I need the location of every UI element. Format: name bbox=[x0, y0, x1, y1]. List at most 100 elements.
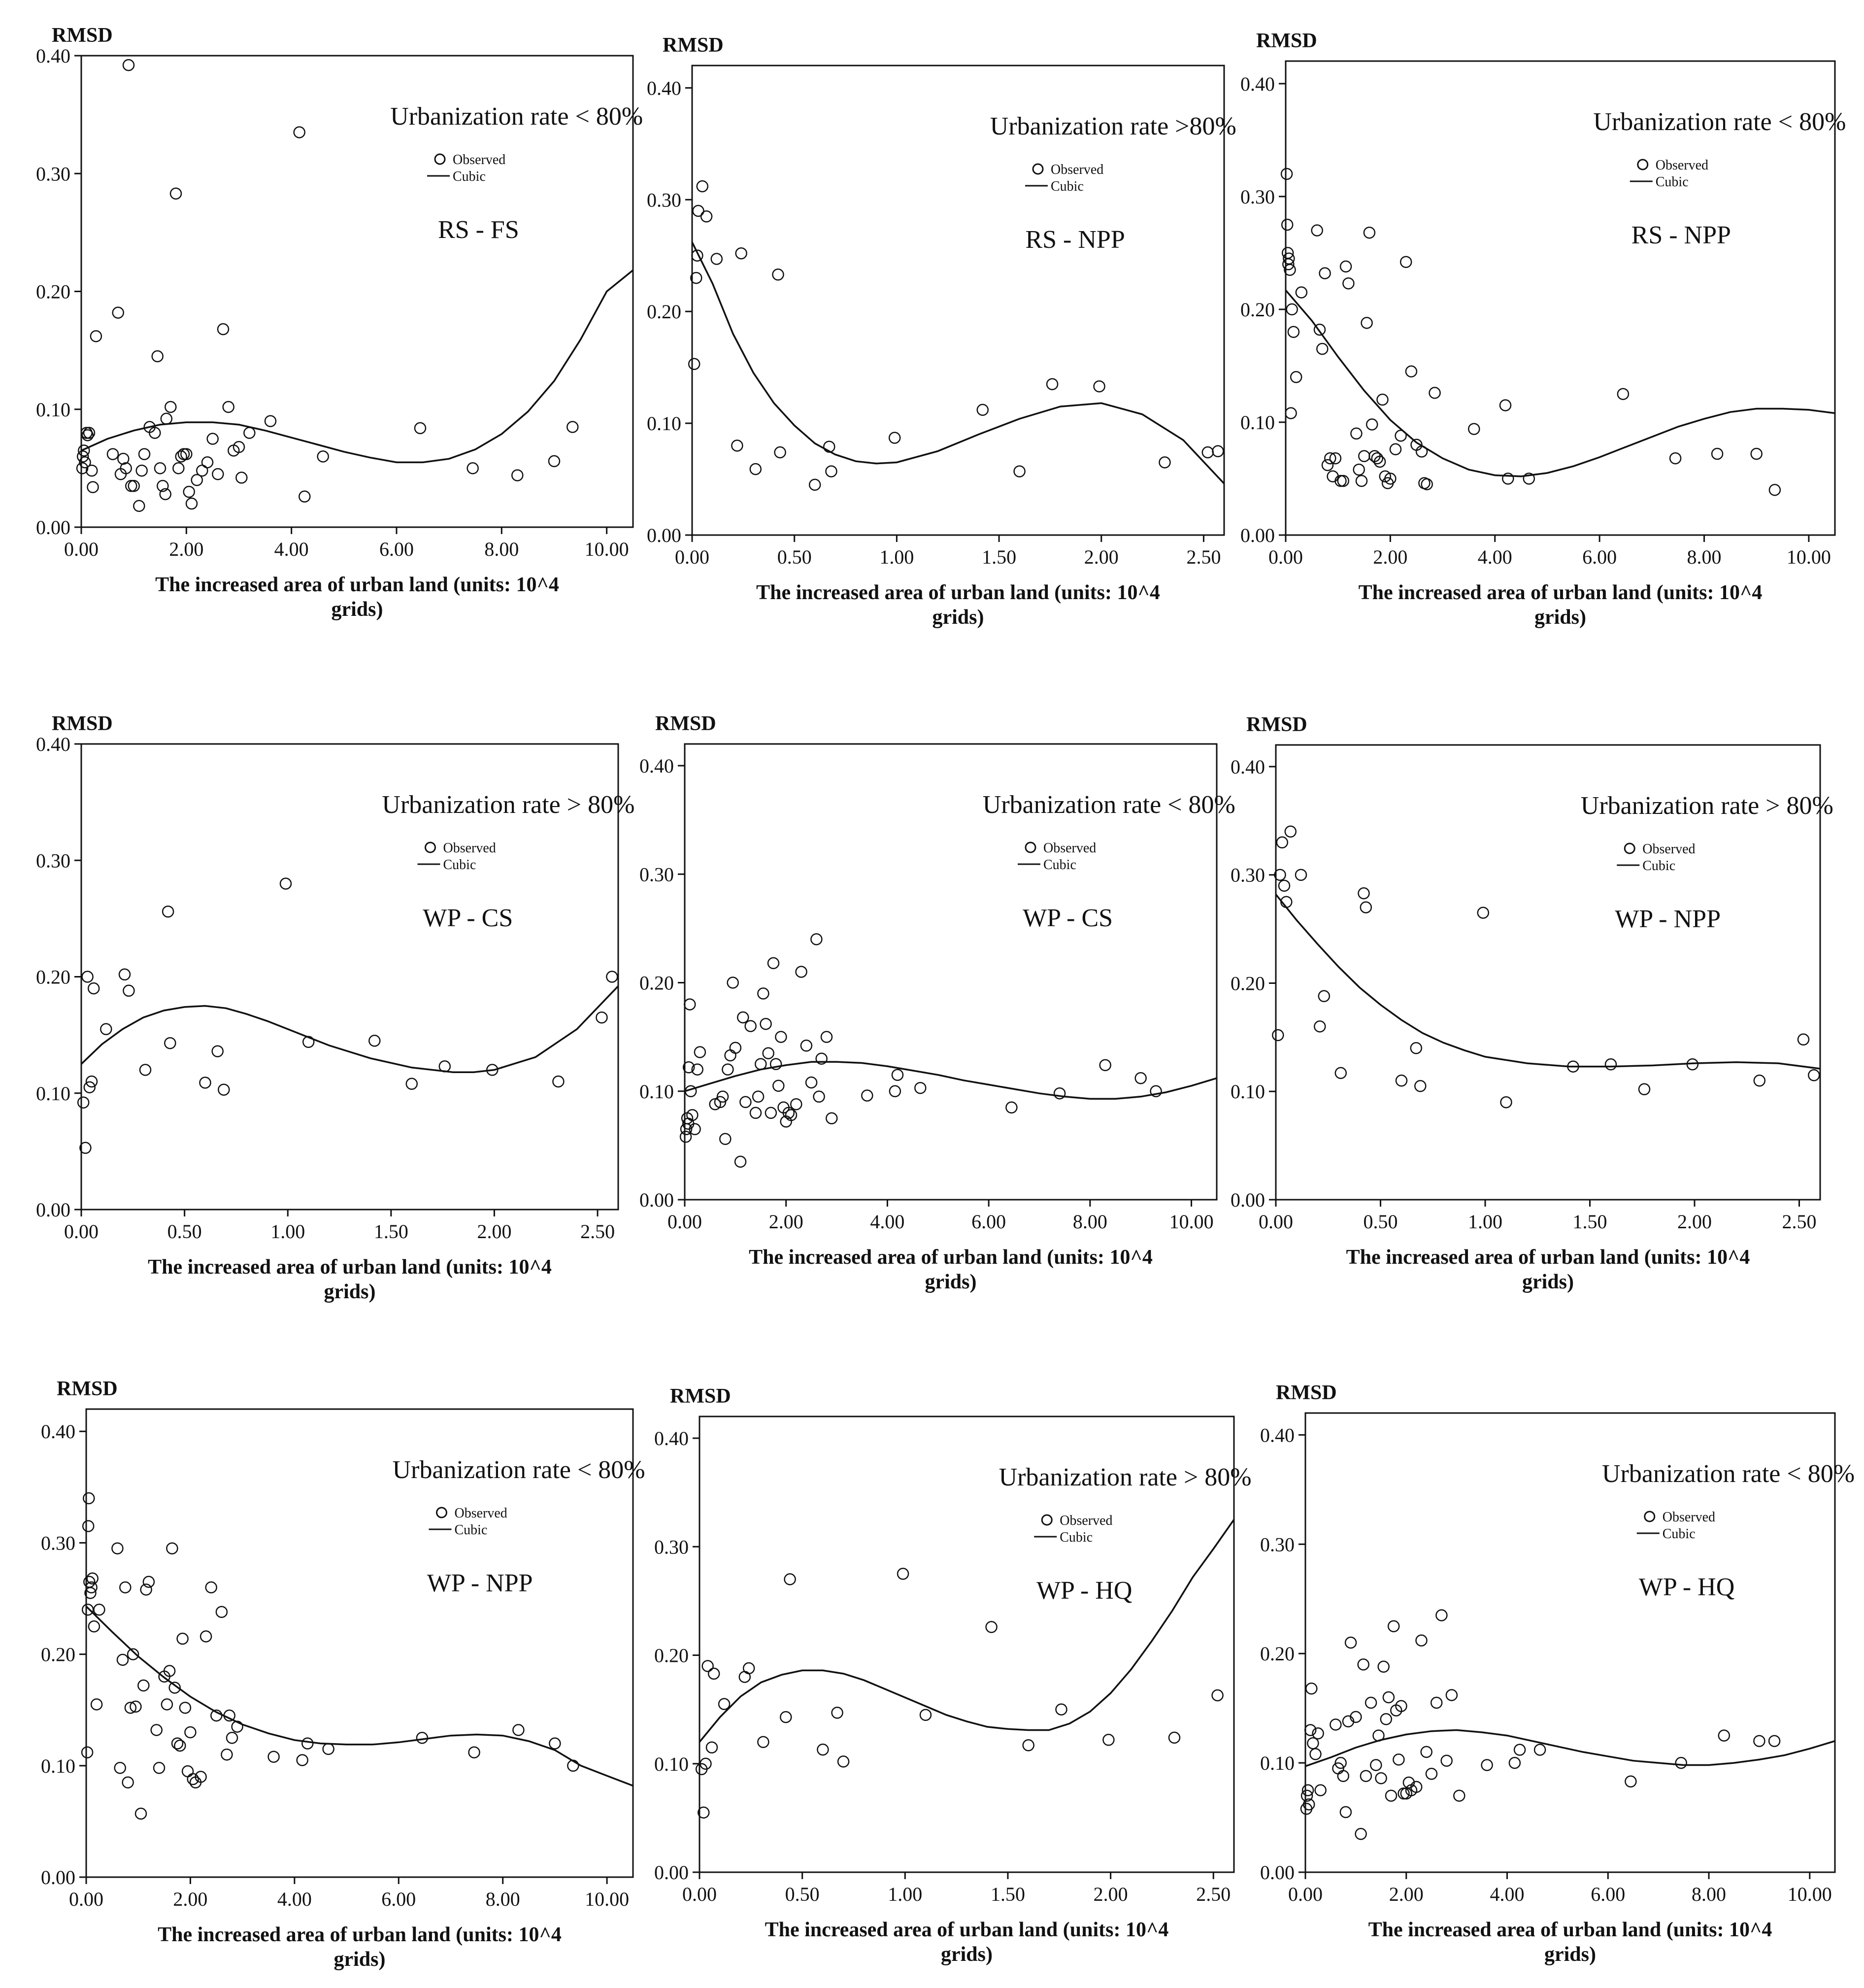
x-axis-title-line-2: grids) bbox=[941, 1943, 993, 1966]
observed-point bbox=[154, 462, 166, 474]
observed-point bbox=[231, 1720, 243, 1733]
observed-point bbox=[817, 1743, 829, 1756]
annotation-condition: Urbanization rate < 80% bbox=[1593, 108, 1846, 136]
observed-point bbox=[897, 1568, 909, 1580]
observed-point bbox=[1361, 317, 1373, 329]
annotation-condition: Urbanization rate > 80% bbox=[999, 1463, 1252, 1491]
y-axis-title: RMSD bbox=[1256, 30, 1317, 52]
chart-panel-1: 0.00 0.10 0.20 0.30 0.40 0.00 2.00 4.00 6.00 8.00… bbox=[36, 24, 643, 621]
observed-point bbox=[1753, 1735, 1765, 1747]
observed-point bbox=[772, 269, 784, 281]
y-tick-label: 0.30 bbox=[41, 1532, 75, 1554]
x-tick-label: 2.00 bbox=[173, 1888, 207, 1910]
observed-point bbox=[1280, 896, 1293, 908]
x-tick-label: 1.50 bbox=[374, 1220, 408, 1243]
observed-point bbox=[218, 1083, 230, 1096]
plot-frame bbox=[684, 743, 1218, 1201]
observed-point bbox=[317, 450, 329, 463]
y-tick-label: 0.10 bbox=[639, 1080, 674, 1103]
observed-point bbox=[1425, 1768, 1438, 1780]
observed-point bbox=[985, 1621, 998, 1633]
y-axis-title: RMSD bbox=[52, 24, 113, 47]
observed-point bbox=[1212, 445, 1224, 458]
plot-frame bbox=[1275, 744, 1821, 1201]
observed-point bbox=[1405, 365, 1418, 378]
legend-observed-marker bbox=[1041, 1514, 1053, 1526]
observed-point bbox=[823, 440, 835, 453]
observed-point bbox=[195, 1771, 207, 1783]
legend-cubic-label: Cubic bbox=[453, 169, 486, 184]
x-tick-label: 8.00 bbox=[484, 538, 519, 560]
observed-point bbox=[114, 1762, 126, 1774]
y-tick-label: 0.20 bbox=[41, 1644, 75, 1666]
x-tick-label: 4.00 bbox=[274, 538, 309, 560]
x-tick-label: 0.50 bbox=[785, 1883, 820, 1905]
observed-point bbox=[1053, 1087, 1066, 1100]
x-tick-label: 1.00 bbox=[270, 1220, 305, 1243]
x-tick-label: 0.00 bbox=[64, 1220, 99, 1243]
observed-point bbox=[1355, 1828, 1367, 1840]
observed-point bbox=[1337, 474, 1350, 487]
observed-point bbox=[1318, 990, 1331, 1003]
annotation-pair: RS - NPP bbox=[1025, 226, 1125, 254]
observed-point bbox=[79, 456, 91, 469]
x-tick-label: 4.00 bbox=[277, 1888, 312, 1910]
observed-point bbox=[692, 204, 704, 217]
observed-point bbox=[701, 1660, 714, 1672]
observed-point bbox=[84, 1586, 97, 1599]
observed-point bbox=[127, 1648, 139, 1660]
x-tick-label: 10.00 bbox=[1788, 1883, 1832, 1905]
observed-point bbox=[130, 1700, 142, 1713]
observed-point bbox=[100, 1023, 112, 1036]
x-axis-title-line-1: The increased area of urban land (units:… bbox=[756, 581, 1160, 604]
observed-point bbox=[1295, 869, 1307, 881]
observed-point bbox=[1357, 1658, 1369, 1671]
observed-point bbox=[1099, 1059, 1111, 1072]
observed-point bbox=[1358, 887, 1370, 900]
observed-point bbox=[1284, 825, 1297, 838]
observed-point bbox=[1309, 1748, 1322, 1760]
y-tick-label: 0.30 bbox=[36, 163, 70, 185]
x-tick-label: 10.00 bbox=[1169, 1211, 1214, 1233]
observed-point bbox=[168, 1682, 181, 1694]
x-tick-label: 2.50 bbox=[1186, 546, 1221, 568]
observed-point bbox=[549, 1737, 561, 1750]
plot-frame bbox=[1285, 60, 1836, 536]
observed-point bbox=[914, 1081, 927, 1094]
observed-point bbox=[151, 350, 164, 363]
cubic-fit-line bbox=[85, 1606, 633, 1787]
observed-point bbox=[1350, 1711, 1362, 1723]
annotation-condition: Urbanization rate > 80% bbox=[1581, 792, 1833, 820]
legend-observed-label: Observed bbox=[443, 841, 496, 856]
legend-cubic-label: Cubic bbox=[455, 1522, 488, 1538]
observed-point bbox=[511, 469, 524, 481]
observed-point bbox=[1201, 446, 1214, 459]
observed-point bbox=[299, 490, 311, 503]
x-tick-label: 0.00 bbox=[675, 546, 709, 568]
x-axis-title-line-2: grids) bbox=[1522, 1271, 1574, 1293]
observed-point bbox=[1314, 1020, 1326, 1033]
observed-point bbox=[1302, 1798, 1315, 1811]
observed-point bbox=[199, 1077, 211, 1089]
x-tick-label: 2.00 bbox=[1094, 1883, 1128, 1905]
observed-point bbox=[149, 427, 161, 439]
observed-point bbox=[122, 59, 135, 71]
observed-point bbox=[111, 1542, 124, 1554]
observed-point bbox=[1316, 342, 1329, 355]
observed-point bbox=[691, 249, 703, 262]
legend-observed-marker bbox=[1624, 842, 1635, 854]
observed-point bbox=[1753, 1075, 1766, 1087]
observed-point bbox=[1371, 452, 1384, 465]
observed-point bbox=[831, 1707, 843, 1719]
observed-point bbox=[1330, 1718, 1342, 1731]
observed-point bbox=[293, 126, 305, 138]
observed-point bbox=[1372, 1729, 1385, 1742]
y-tick-label: 0.10 bbox=[36, 1082, 70, 1105]
observed-point bbox=[1410, 1042, 1423, 1054]
observed-point bbox=[710, 253, 723, 265]
observed-point bbox=[744, 1020, 757, 1032]
observed-point bbox=[438, 1060, 451, 1073]
observed-point bbox=[782, 1107, 795, 1119]
observed-point bbox=[1358, 450, 1370, 462]
